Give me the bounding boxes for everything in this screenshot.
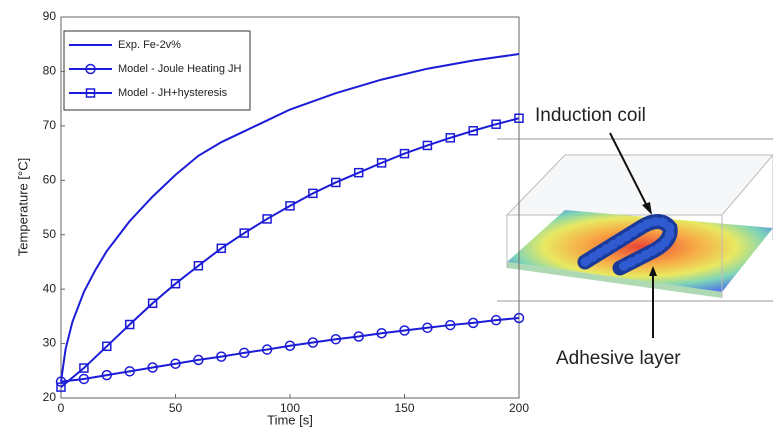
y-tick-label: 70	[43, 118, 57, 132]
point	[353, 167, 364, 178]
point	[422, 322, 433, 334]
point	[399, 325, 410, 336]
y-tick-label: 50	[43, 227, 57, 241]
x-tick-label: 100	[280, 401, 300, 415]
point	[491, 119, 501, 129]
x-axis-label: Time [s]	[267, 412, 313, 427]
annotation: Induction coil	[535, 105, 646, 126]
point	[330, 333, 342, 345]
inset-image: Induction coil Adhesive layer	[497, 105, 773, 369]
point	[239, 228, 249, 238]
line	[60, 117, 520, 388]
point	[399, 148, 410, 159]
point	[216, 351, 227, 362]
point	[445, 319, 456, 331]
legend-marker	[85, 88, 96, 98]
point	[308, 188, 318, 199]
point	[376, 158, 387, 168]
point	[147, 298, 158, 309]
point	[261, 344, 273, 355]
point	[285, 201, 295, 211]
point	[79, 363, 89, 373]
point	[513, 312, 525, 324]
point	[124, 319, 135, 330]
point	[331, 177, 341, 188]
y-tick-label: 20	[43, 390, 57, 404]
point	[216, 243, 227, 254]
point	[353, 331, 364, 342]
x-tick-label: 150	[394, 401, 414, 415]
legend-label: Model - JH+hysteresis	[118, 87, 228, 99]
x-tick-label: 0	[58, 401, 65, 415]
point	[101, 369, 113, 381]
point	[467, 317, 479, 329]
y-axis-label: Temperature [°C]	[15, 158, 30, 256]
line	[60, 53, 520, 382]
point	[445, 133, 456, 143]
point	[193, 260, 204, 271]
x-tick-label: 200	[509, 401, 529, 415]
y-tick-label: 30	[43, 336, 57, 350]
point	[238, 347, 250, 359]
point	[262, 214, 272, 224]
point	[124, 366, 135, 377]
legend-marker	[85, 63, 96, 75]
point	[514, 113, 524, 123]
legend-label: Model - Joule Heating JH	[118, 63, 242, 75]
point	[78, 373, 90, 385]
point	[147, 362, 158, 373]
point	[170, 278, 181, 289]
point	[468, 126, 478, 136]
y-tick-label: 60	[43, 172, 57, 186]
point	[490, 314, 502, 326]
y-tick-label: 80	[43, 64, 57, 78]
point	[102, 341, 112, 352]
legend-label: Exp. Fe-2v%	[118, 39, 181, 51]
y-tick-label: 40	[43, 281, 57, 295]
point	[56, 382, 66, 392]
point	[193, 354, 204, 366]
point	[422, 140, 433, 151]
point	[170, 358, 181, 369]
point	[284, 340, 296, 351]
x-tick-label: 50	[169, 401, 183, 415]
annotation: Adhesive layer	[556, 348, 681, 369]
point	[307, 337, 319, 348]
point	[376, 327, 387, 339]
line	[60, 316, 520, 383]
y-tick-label: 90	[43, 9, 57, 23]
